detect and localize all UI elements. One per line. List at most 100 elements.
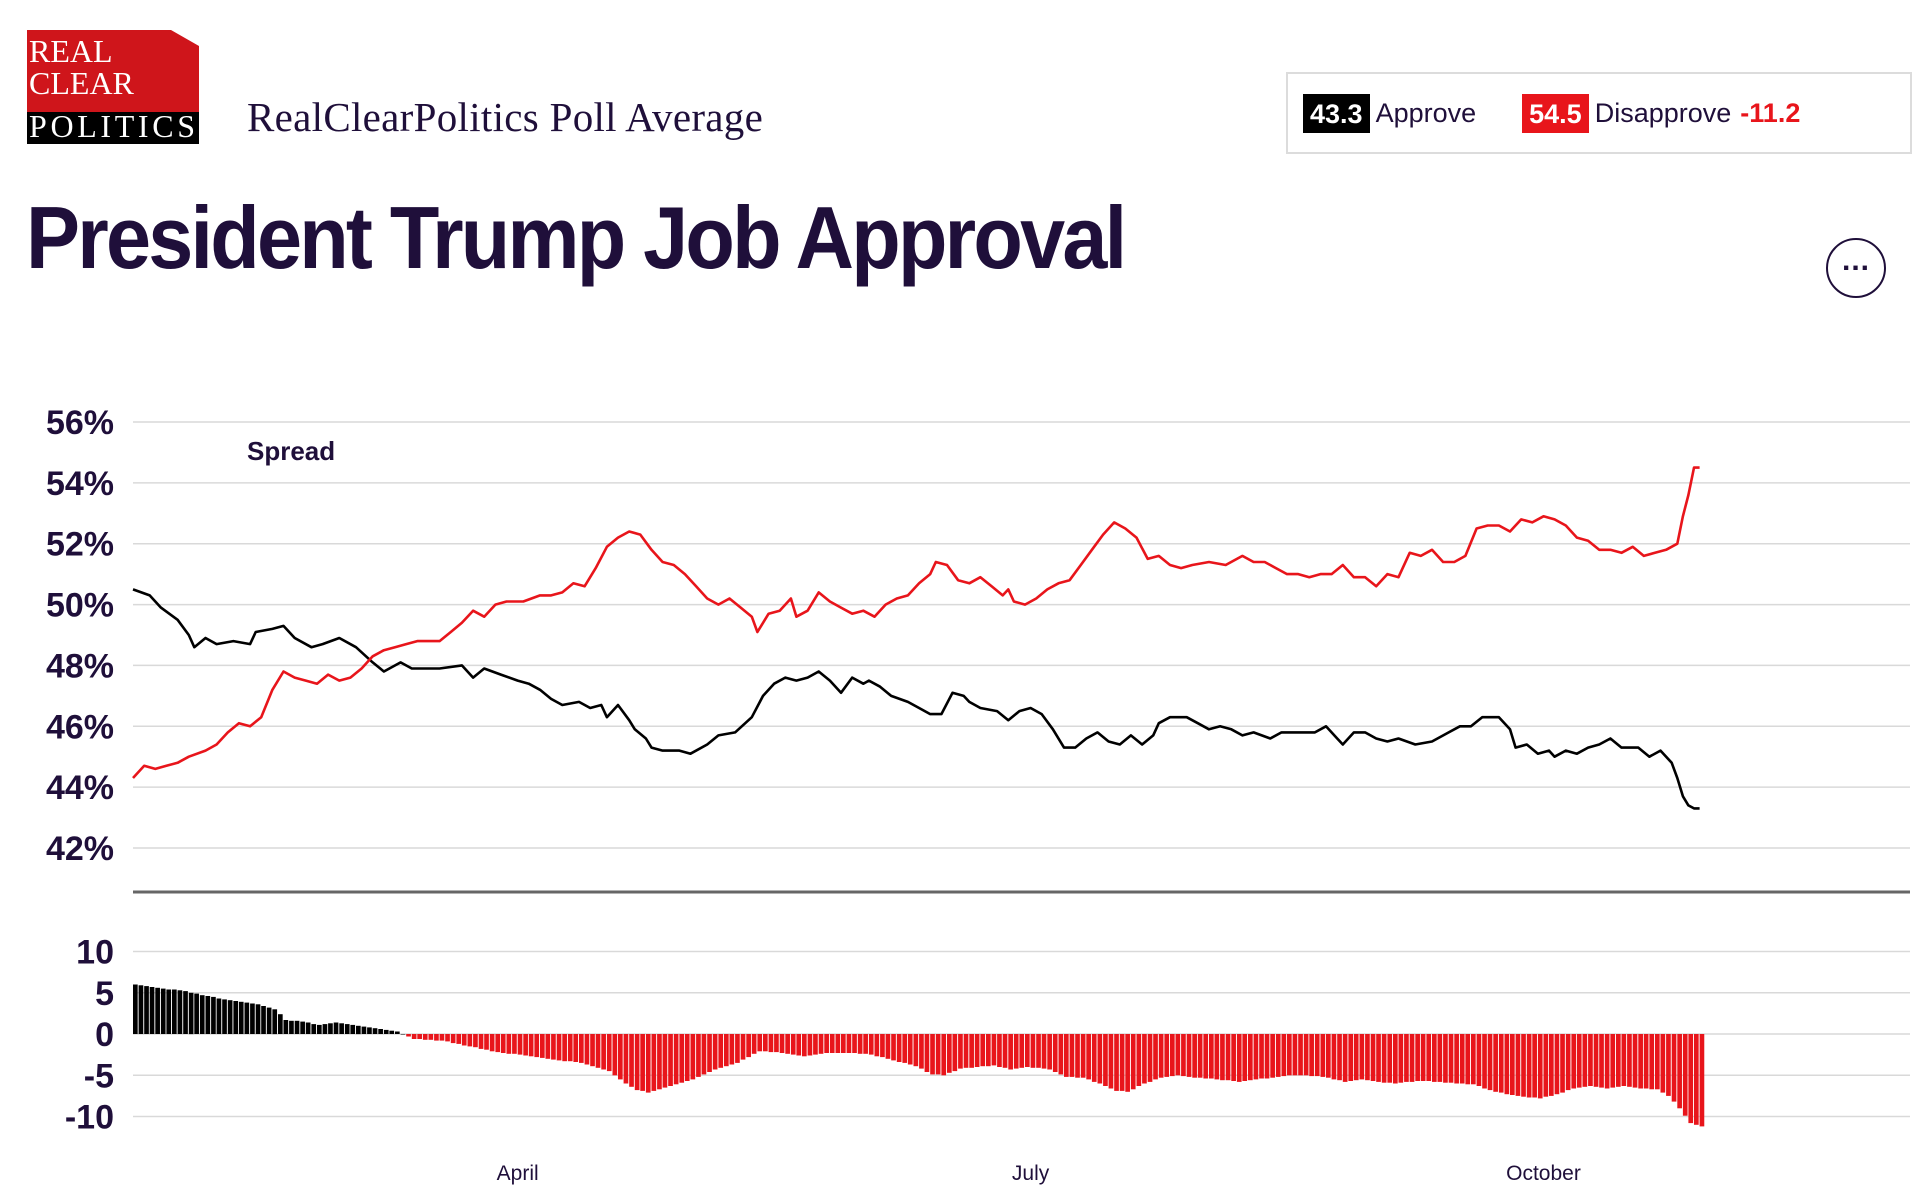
spread-bar [1521,1034,1526,1097]
spread-bar [166,989,172,1034]
spread-bar [1058,1034,1064,1075]
spread-bar [344,1024,350,1034]
spread-bar [177,990,183,1034]
spread-bar [378,1029,383,1034]
spread-bar [640,1034,645,1091]
spread-bar [595,1034,601,1068]
spread-bar [1080,1034,1086,1078]
spread-annotation: Spread [247,436,335,466]
spread-bar [958,1034,963,1069]
spread-bar [1142,1034,1147,1084]
spread-bar [724,1034,729,1067]
summary-box: 43.3 Approve 54.5 Disapprove -11.2 [1286,72,1912,154]
spread-bar [1666,1034,1671,1096]
spread-bar [1136,1034,1142,1086]
spread-bar [172,989,177,1034]
spread-bar [785,1034,790,1054]
page-title: President Trump Job Approval [26,188,1127,287]
more-options-button[interactable]: ... [1826,238,1886,298]
spread-bar [155,987,160,1034]
spread-bar [356,1025,361,1035]
spread-bar [1275,1034,1281,1077]
spread-bar [1359,1034,1365,1080]
spread-bar [556,1034,562,1061]
spread-bar [1264,1034,1270,1079]
spread-bar [300,1021,305,1034]
spread-bar [450,1034,456,1044]
y-tick-label: 48% [46,647,114,685]
spread-bar [1443,1034,1448,1083]
spread-bar [545,1034,551,1059]
spread-bar [1543,1034,1549,1097]
spread-bar [311,1024,317,1034]
spread-bar [149,987,155,1034]
spread-bar [1292,1034,1298,1076]
spread-value: -11.2 [1740,97,1801,128]
spread-bar [1064,1034,1069,1077]
spread-bar [1147,1034,1153,1082]
spread-bar [1337,1034,1342,1081]
spread-bar [406,1034,411,1037]
spread-bar [1621,1034,1627,1086]
spread-bar [138,985,144,1034]
spread-bar [1498,1034,1504,1093]
spread-bar [1326,1034,1331,1078]
spread-bar [1604,1034,1610,1089]
x-tick-label: July [1012,1162,1050,1185]
spread-bar [579,1034,584,1063]
spread-bar [1108,1034,1114,1089]
spread-bar [1482,1034,1487,1089]
spread-bar [612,1034,618,1076]
rcp-logo[interactable]: REAL CLEAR POLITICS [27,30,199,144]
spread-bar [428,1034,434,1040]
spread-bar [244,1002,250,1034]
spread-bar [874,1034,880,1057]
spread-bar [1192,1034,1197,1078]
spread-bar [629,1034,634,1087]
spread-bar [1365,1034,1370,1081]
spread-bar [829,1034,835,1053]
spread-bar [679,1034,685,1083]
spread-bar [188,992,194,1035]
spread-bar [1504,1034,1510,1095]
spread-bar [350,1024,356,1034]
spread-bar [924,1034,930,1072]
spread-bar [317,1024,322,1034]
spread-bar [896,1034,902,1062]
spread-bar [528,1034,534,1057]
spread-bar [289,1020,294,1034]
spread-bar [891,1034,896,1061]
spread-bar [623,1034,629,1084]
spread-bar [841,1034,846,1053]
spread-bar [305,1022,311,1034]
spread-bar [969,1034,974,1068]
y-tick-label: 52% [46,526,114,564]
spread-bar [1465,1034,1471,1085]
spread-bar [1153,1034,1158,1080]
spread-bar [1181,1034,1186,1077]
y-tick-label: 56% [46,404,114,442]
spread-bar [718,1034,724,1068]
spread-bar [1643,1034,1649,1089]
spread-bar [1086,1034,1091,1080]
spread-bar [183,991,188,1034]
spread-bar [1493,1034,1498,1092]
ellipsis-icon: ... [1841,244,1870,277]
spread-bar [194,993,199,1034]
spread-bar [1008,1034,1013,1070]
spread-bar [584,1034,590,1065]
spread-bar [1554,1034,1560,1095]
spread-bar [863,1034,868,1054]
spread-bar [361,1026,367,1034]
spread-bar [1393,1034,1398,1084]
spread-bar [233,1001,239,1034]
spread-bar [1125,1034,1130,1092]
spread-bar [651,1034,657,1091]
spread-bar [551,1034,556,1060]
spread-bar [1130,1034,1136,1090]
spread-bar [278,1014,283,1034]
spread-bar [590,1034,595,1067]
spread-bar [1253,1034,1259,1080]
spread-bar [1649,1034,1655,1090]
spread-bar [211,996,216,1034]
